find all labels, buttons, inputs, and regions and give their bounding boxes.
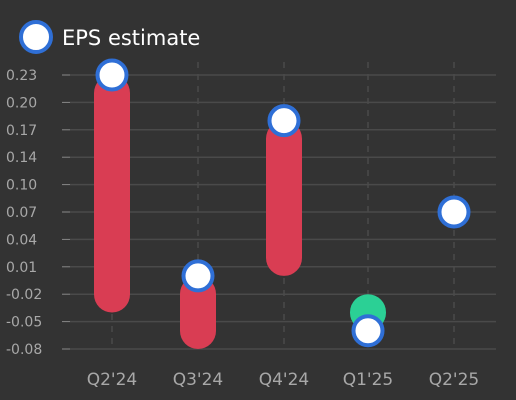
y-tick-label: 0.17 [6, 123, 37, 139]
y-tick-label: -0.02 [6, 287, 42, 303]
eps-bar [180, 275, 216, 349]
x-tick-label: Q2'24 [87, 370, 138, 390]
eps-bar [266, 120, 302, 276]
y-tick-label: 0.23 [6, 68, 37, 84]
y-tick-label: 0.04 [6, 232, 37, 248]
y-tick-label: 0.14 [6, 150, 37, 166]
y-axis: 0.23 0.20 0.17 0.14 0.10 0.07 0.04 0.01 -0.02 -0.… [6, 68, 42, 358]
y-tick-label: -0.08 [6, 342, 42, 358]
x-axis: Q2'24 Q3'24 Q4'24 Q1'25 Q2'25 [87, 370, 480, 390]
y-tick-label: 0.01 [6, 260, 37, 276]
y-tick-label: 0.10 [6, 178, 37, 194]
x-tick-label: Q1'25 [343, 370, 394, 390]
x-tick-label: Q3'24 [173, 370, 224, 390]
y-tick-label: 0.20 [6, 95, 37, 111]
y-tick-label: -0.05 [6, 315, 42, 331]
legend: EPS estimate [19, 20, 200, 54]
y-tick-label: 0.07 [6, 205, 37, 221]
eps-estimate-marker [267, 104, 301, 138]
x-tick-label: Q4'24 [259, 370, 310, 390]
legend-label: EPS estimate [62, 26, 200, 50]
eps-estimate-marker [95, 58, 129, 92]
eps-estimate-marker [351, 314, 385, 348]
eps-estimate-marker [437, 195, 471, 229]
eps-bars [94, 75, 386, 349]
eps-estimate-marker [181, 259, 215, 293]
eps-bar [94, 75, 130, 313]
x-tick-label: Q2'25 [429, 370, 480, 390]
eps-estimate-markers [95, 58, 471, 348]
legend-marker-icon [19, 20, 53, 54]
